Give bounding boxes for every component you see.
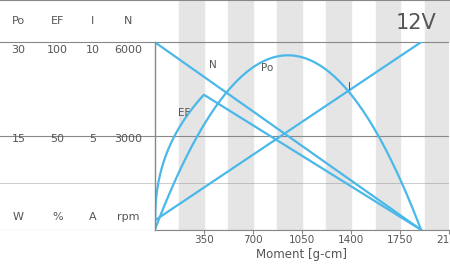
Bar — [277, 42, 302, 230]
Bar — [327, 0, 351, 42]
Text: EF: EF — [50, 16, 64, 26]
Text: Po: Po — [261, 63, 274, 73]
Bar — [376, 42, 400, 230]
X-axis label: Moment [g-cm]: Moment [g-cm] — [256, 248, 347, 261]
Text: 100: 100 — [47, 45, 68, 55]
Bar — [327, 42, 351, 230]
Text: I: I — [348, 82, 351, 92]
Bar — [228, 42, 253, 230]
Text: %: % — [52, 212, 63, 222]
Text: I: I — [91, 16, 94, 26]
Bar — [277, 0, 302, 42]
Text: 30: 30 — [12, 45, 26, 55]
Text: W: W — [13, 212, 24, 222]
Text: 50: 50 — [50, 134, 64, 144]
Text: EF: EF — [178, 109, 190, 119]
Bar — [425, 0, 449, 42]
Bar — [425, 42, 449, 230]
Text: N: N — [209, 60, 217, 70]
Text: 6000: 6000 — [114, 45, 143, 55]
Bar — [179, 0, 204, 42]
Text: 15: 15 — [12, 134, 26, 144]
Text: Po: Po — [12, 16, 25, 26]
Text: rpm: rpm — [117, 212, 140, 222]
Text: 5: 5 — [90, 134, 96, 144]
Bar — [228, 0, 253, 42]
Bar — [376, 0, 400, 42]
Text: 12V: 12V — [396, 13, 436, 33]
Text: 10: 10 — [86, 45, 100, 55]
Text: A: A — [89, 212, 97, 222]
Bar — [179, 42, 204, 230]
Text: 3000: 3000 — [114, 134, 143, 144]
Text: N: N — [124, 16, 133, 26]
